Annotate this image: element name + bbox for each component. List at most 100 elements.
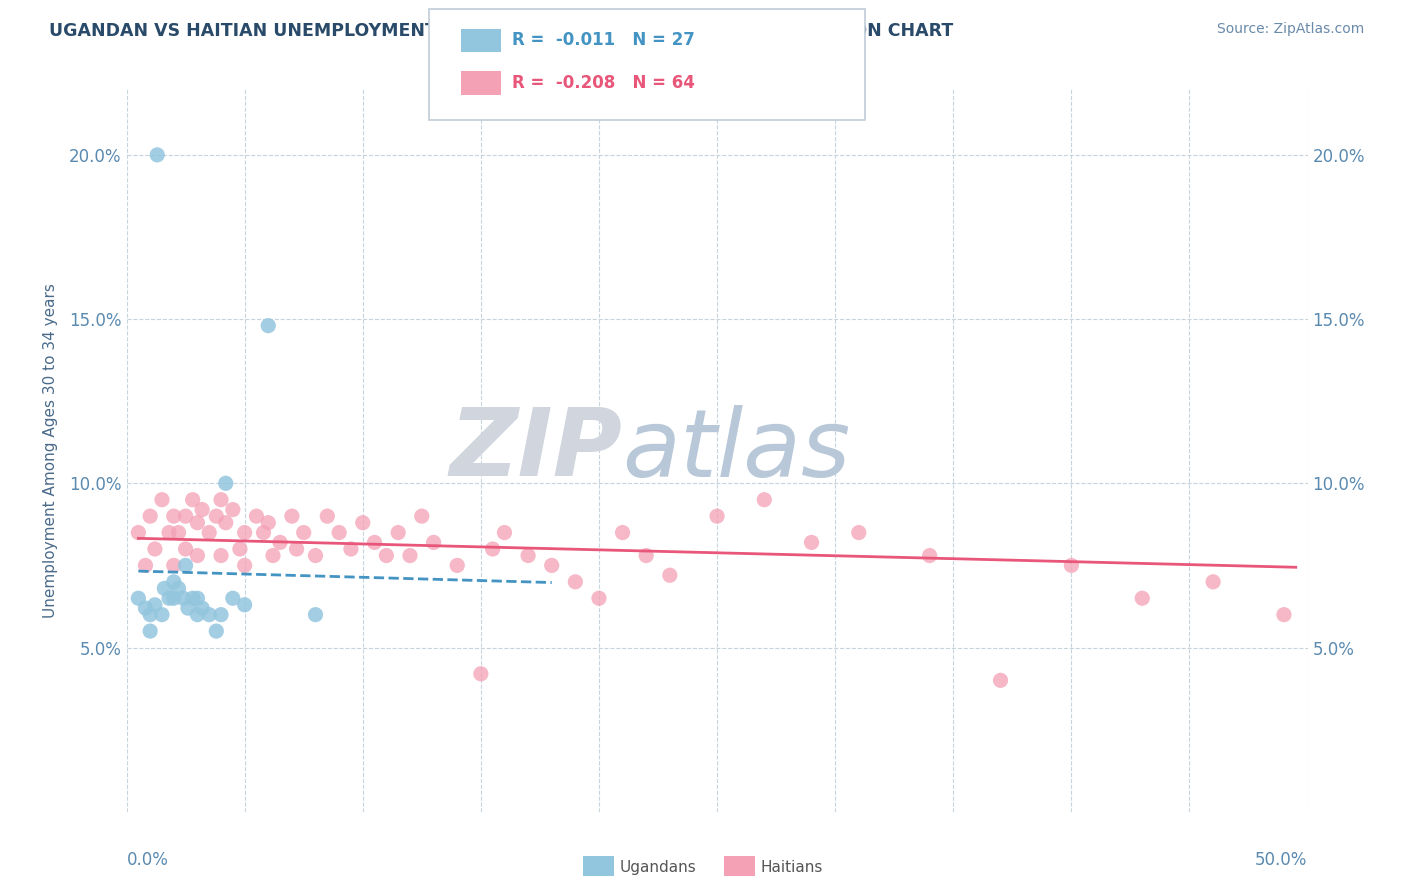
Point — [304, 549, 326, 563]
Point — [209, 549, 232, 563]
Point — [233, 598, 256, 612]
Point — [375, 549, 398, 563]
Point — [167, 525, 190, 540]
Point — [1272, 607, 1295, 622]
Point — [990, 673, 1012, 688]
Point — [1130, 591, 1153, 606]
Point — [706, 509, 728, 524]
Point — [157, 525, 180, 540]
Text: Source: ZipAtlas.com: Source: ZipAtlas.com — [1216, 22, 1364, 37]
Point — [163, 574, 186, 589]
Point — [316, 509, 339, 524]
Text: Haitians: Haitians — [761, 860, 823, 874]
Point — [181, 591, 204, 606]
Point — [215, 516, 238, 530]
Point — [387, 525, 409, 540]
Point — [139, 607, 162, 622]
Point — [172, 591, 194, 606]
Point — [229, 541, 252, 556]
Point — [127, 525, 149, 540]
Point — [157, 591, 180, 606]
Point — [281, 509, 304, 524]
Point — [209, 607, 232, 622]
Point — [422, 535, 444, 549]
Text: 50.0%: 50.0% — [1256, 852, 1308, 870]
Point — [800, 535, 823, 549]
Point — [352, 516, 374, 530]
Text: atlas: atlas — [623, 405, 851, 496]
Point — [588, 591, 610, 606]
Point — [517, 549, 540, 563]
Point — [177, 601, 200, 615]
Point — [163, 591, 186, 606]
Point — [191, 601, 214, 615]
Point — [340, 541, 363, 556]
Point — [167, 582, 190, 596]
Point — [222, 502, 245, 516]
Text: UGANDAN VS HAITIAN UNEMPLOYMENT AMONG AGES 30 TO 34 YEARS CORRELATION CHART: UGANDAN VS HAITIAN UNEMPLOYMENT AMONG AG… — [49, 22, 953, 40]
Point — [174, 541, 197, 556]
Point — [1060, 558, 1083, 573]
Point — [494, 525, 516, 540]
Point — [150, 492, 173, 507]
Point — [245, 509, 267, 524]
Y-axis label: Unemployment Among Ages 30 to 34 years: Unemployment Among Ages 30 to 34 years — [44, 283, 58, 618]
Point — [222, 591, 245, 606]
Point — [186, 516, 208, 530]
Point — [658, 568, 681, 582]
Point — [636, 549, 658, 563]
Point — [481, 541, 503, 556]
Point — [205, 624, 228, 639]
Point — [181, 492, 204, 507]
Point — [150, 607, 173, 622]
Point — [139, 624, 162, 639]
Text: ZIP: ZIP — [450, 404, 623, 497]
Text: R =  -0.208   N = 64: R = -0.208 N = 64 — [512, 74, 695, 92]
Point — [198, 525, 221, 540]
Point — [163, 509, 186, 524]
Point — [363, 535, 385, 549]
Point — [134, 558, 156, 573]
Point — [215, 476, 238, 491]
Point — [257, 318, 280, 333]
Point — [411, 509, 433, 524]
Point — [470, 666, 492, 681]
Point — [262, 549, 284, 563]
Point — [209, 492, 232, 507]
Point — [127, 591, 149, 606]
Point — [134, 601, 156, 615]
Point — [191, 502, 214, 516]
Point — [174, 509, 197, 524]
Point — [564, 574, 586, 589]
Point — [205, 509, 228, 524]
Point — [328, 525, 350, 540]
Point — [1202, 574, 1225, 589]
Point — [143, 598, 166, 612]
Point — [186, 549, 208, 563]
Point — [186, 607, 208, 622]
Point — [399, 549, 422, 563]
Point — [198, 607, 221, 622]
Point — [143, 541, 166, 556]
Point — [304, 607, 326, 622]
Point — [918, 549, 941, 563]
Text: 0.0%: 0.0% — [127, 852, 169, 870]
Point — [292, 525, 315, 540]
Point — [612, 525, 634, 540]
Point — [153, 582, 176, 596]
Point — [233, 525, 256, 540]
Point — [252, 525, 274, 540]
Point — [174, 558, 197, 573]
Point — [233, 558, 256, 573]
Point — [540, 558, 562, 573]
Point — [146, 148, 169, 162]
Point — [446, 558, 468, 573]
Point — [257, 516, 280, 530]
Text: R =  -0.011   N = 27: R = -0.011 N = 27 — [512, 31, 695, 49]
Point — [139, 509, 162, 524]
Point — [186, 591, 208, 606]
Point — [754, 492, 776, 507]
Point — [285, 541, 308, 556]
Point — [848, 525, 870, 540]
Text: Ugandans: Ugandans — [620, 860, 697, 874]
